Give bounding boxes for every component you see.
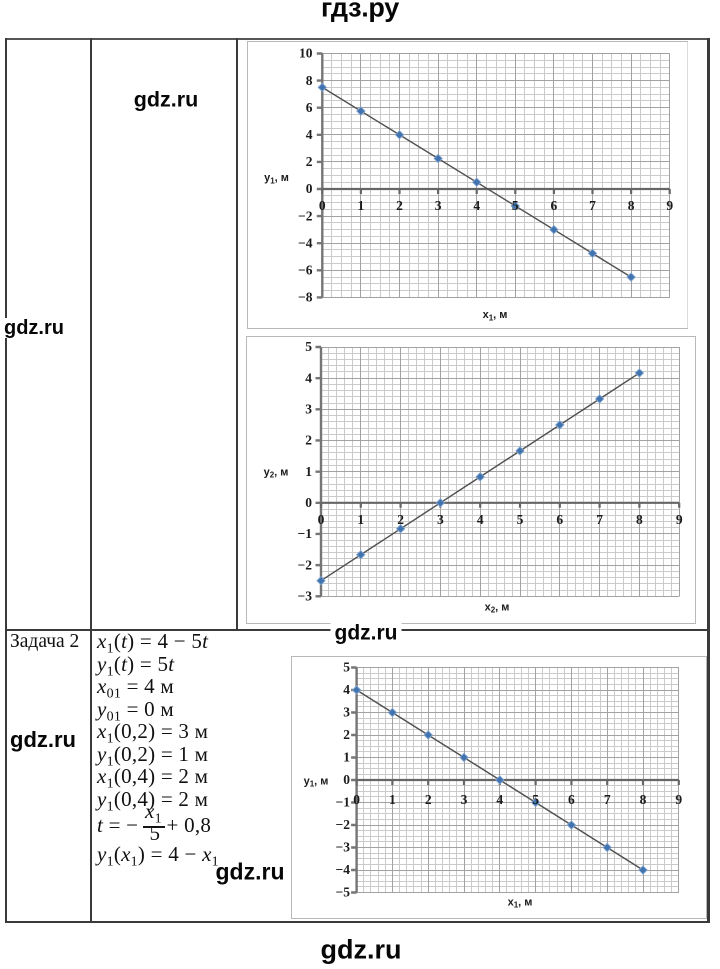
svg-text:−8: −8 — [298, 290, 313, 305]
svg-text:4: 4 — [305, 127, 312, 142]
svg-text:9: 9 — [676, 512, 683, 527]
svg-text:x1, м: x1, м — [482, 309, 507, 322]
svg-text:5: 5 — [305, 339, 312, 354]
svg-text:−4: −4 — [336, 862, 351, 877]
svg-text:y1, м: y1, м — [264, 172, 289, 185]
svg-text:2: 2 — [305, 433, 312, 448]
svg-text:7: 7 — [596, 512, 603, 527]
svg-text:−2: −2 — [336, 817, 351, 832]
svg-text:3: 3 — [343, 705, 350, 720]
svg-text:7: 7 — [589, 198, 596, 213]
svg-text:8: 8 — [640, 792, 647, 807]
svg-text:0: 0 — [305, 181, 312, 196]
svg-text:5: 5 — [343, 660, 350, 675]
svg-text:5: 5 — [517, 512, 524, 527]
svg-text:y2, м: y2, м — [264, 466, 289, 479]
svg-text:−2: −2 — [298, 557, 313, 572]
svg-text:2: 2 — [425, 792, 432, 807]
svg-text:−3: −3 — [298, 588, 313, 603]
svg-text:0: 0 — [318, 198, 325, 213]
svg-text:2: 2 — [343, 727, 350, 742]
svg-text:5: 5 — [532, 792, 539, 807]
svg-text:−1: −1 — [298, 526, 313, 541]
svg-text:7: 7 — [604, 792, 611, 807]
svg-text:3: 3 — [305, 402, 312, 417]
svg-text:y1, м: y1, м — [304, 775, 329, 788]
svg-text:6: 6 — [568, 792, 575, 807]
svg-text:3: 3 — [434, 198, 441, 213]
svg-text:4: 4 — [343, 682, 350, 697]
svg-text:6: 6 — [556, 512, 563, 527]
svg-text:8: 8 — [636, 512, 643, 527]
svg-text:9: 9 — [666, 198, 673, 213]
svg-text:0: 0 — [353, 792, 360, 807]
svg-text:−1: −1 — [336, 795, 351, 810]
svg-text:1: 1 — [343, 750, 350, 765]
svg-text:2: 2 — [396, 198, 403, 213]
svg-text:4: 4 — [305, 370, 312, 385]
svg-text:x1, м: x1, м — [508, 896, 533, 909]
svg-text:0: 0 — [318, 512, 325, 527]
svg-text:6: 6 — [550, 198, 557, 213]
svg-text:3: 3 — [461, 792, 468, 807]
svg-text:8: 8 — [627, 198, 634, 213]
svg-text:6: 6 — [305, 100, 312, 115]
svg-text:10: 10 — [299, 46, 313, 61]
svg-text:2: 2 — [305, 154, 312, 169]
svg-text:9: 9 — [675, 792, 682, 807]
svg-text:1: 1 — [357, 198, 364, 213]
svg-text:3: 3 — [437, 512, 444, 527]
svg-text:−5: −5 — [336, 885, 351, 900]
svg-text:0: 0 — [305, 495, 312, 510]
svg-text:4: 4 — [473, 198, 480, 213]
svg-text:2: 2 — [397, 512, 404, 527]
svg-text:4: 4 — [477, 512, 484, 527]
svg-text:4: 4 — [496, 792, 503, 807]
svg-text:−2: −2 — [298, 208, 313, 223]
svg-text:−6: −6 — [298, 263, 313, 278]
svg-text:0: 0 — [343, 772, 350, 787]
svg-text:−4: −4 — [298, 235, 313, 250]
svg-text:x2, м: x2, м — [485, 601, 510, 614]
svg-text:1: 1 — [357, 512, 364, 527]
svg-text:1: 1 — [305, 464, 312, 479]
svg-text:1: 1 — [389, 792, 396, 807]
svg-text:8: 8 — [305, 73, 312, 88]
svg-text:5: 5 — [511, 198, 518, 213]
svg-text:−3: −3 — [336, 840, 351, 855]
